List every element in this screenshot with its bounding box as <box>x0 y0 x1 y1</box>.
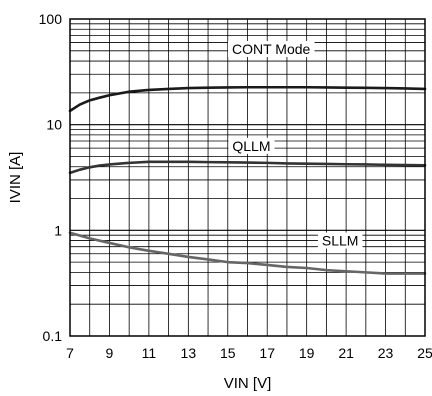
y-tick-label: 10 <box>46 117 62 133</box>
series-line-qllm <box>68 160 427 175</box>
series-label-qllm: QLLM <box>232 138 270 154</box>
y-axis-label: IVIN [A] <box>7 152 24 204</box>
series-line-cont-mode <box>68 85 427 113</box>
series-label-sllm: SLLM <box>322 233 359 249</box>
series-label-bg-cont-mode <box>228 41 315 58</box>
x-tick-label: 9 <box>106 345 114 361</box>
x-tick-label: 13 <box>181 345 197 361</box>
plot-frame <box>69 18 426 337</box>
x-tick-label: 19 <box>299 345 315 361</box>
series-label-cont-mode: CONT Mode <box>232 41 311 57</box>
tick-labels: 7 9 11 13 15 17 19 21 23 25 0.1 1 10 100 <box>39 11 432 361</box>
x-tick-label: 11 <box>142 345 157 361</box>
x-tick-label: 21 <box>338 345 354 361</box>
series-labels: CONT Mode QLLM SLLM <box>228 41 363 249</box>
x-axis-label: VIN [V] <box>224 375 272 392</box>
x-tick-label: 15 <box>220 345 236 361</box>
series-label-bg-sllm <box>317 232 363 249</box>
y-tick-label: 0.1 <box>43 328 63 344</box>
y-tick-label: 1 <box>54 222 62 238</box>
series-label-bg-qllm <box>228 137 275 154</box>
series-line-sllm <box>68 231 427 275</box>
series-group <box>68 85 427 275</box>
x-tick-label: 7 <box>66 345 74 361</box>
x-tick-label: 25 <box>417 345 432 361</box>
x-tick-label: 17 <box>259 345 275 361</box>
x-tick-label: 23 <box>378 345 394 361</box>
y-tick-label: 100 <box>39 11 63 27</box>
